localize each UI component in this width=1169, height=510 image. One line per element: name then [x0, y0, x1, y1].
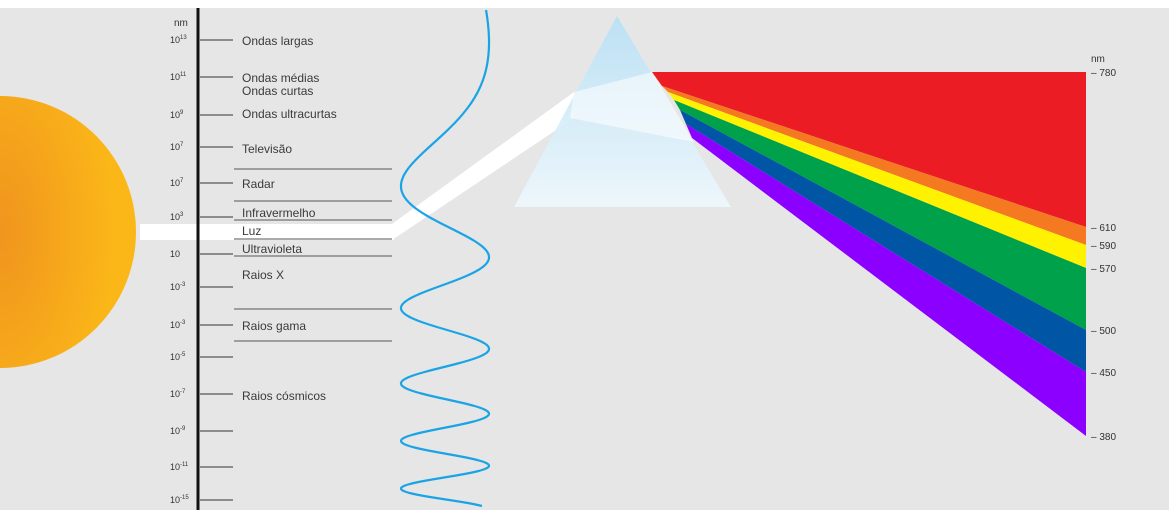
label-infravermelho: Infravermelho	[242, 206, 316, 220]
scale-tick-label: 107	[170, 142, 184, 152]
scale-tick-label: 103	[170, 212, 184, 222]
spectrum-band	[668, 92, 1086, 268]
label-televisao: Televisão	[242, 142, 292, 156]
visible-spectrum-bands	[652, 72, 1086, 436]
spectrum-band	[674, 100, 1086, 330]
label-raios-gama: Raios gama	[242, 319, 306, 333]
wavelength-label: – 380	[1091, 432, 1116, 443]
spectrum-band	[662, 86, 1086, 245]
sun-icon	[0, 96, 136, 368]
label-ondas-largas: Ondas largas	[242, 34, 313, 48]
label-raios-cosmicos: Raios cósmicos	[242, 389, 326, 403]
scale-tick-label: 10-3	[170, 282, 186, 292]
scale-tick-label: 107	[170, 178, 184, 188]
label-radar: Radar	[242, 177, 275, 191]
scale-tick-label: 1011	[170, 72, 187, 82]
spectrum-band	[686, 124, 1086, 436]
visible-unit: nm	[1091, 54, 1105, 65]
wavelength-label: – 590	[1091, 241, 1116, 252]
label-ondas-curtas: Ondas curtas	[242, 84, 313, 98]
label-raios-x: Raios X	[242, 268, 284, 282]
incident-light-beam	[392, 92, 574, 240]
scale-ticks: 1013 1011 109 107 107 103 10 10-3 10-3 10-5 10-7 10…	[170, 35, 233, 505]
wavelength-label: – 570	[1091, 264, 1116, 275]
scale-tick-label: 1013	[170, 35, 187, 45]
wavelength-label: – 610	[1091, 223, 1116, 234]
sun-light-beam	[140, 224, 394, 240]
visible-wavelength-labels: – 780 – 610 – 590 – 570 – 500 – 450 – 380	[1091, 68, 1116, 443]
scale-tick-label: 10	[170, 249, 180, 259]
region-labels: Ondas largas Ondas médias Ondas curtas O…	[242, 34, 337, 403]
label-ondas-medias: Ondas médias	[242, 71, 319, 85]
scale-tick-label: 10-9	[170, 426, 186, 436]
spectrum-band	[680, 110, 1086, 372]
wave-icon	[399, 9, 491, 508]
label-ultravioleta: Ultravioleta	[242, 242, 302, 256]
scale-tick-label: 10-5	[170, 352, 186, 362]
refracted-light-in-prism	[570, 72, 694, 142]
scale-unit: nm	[174, 18, 188, 29]
scale-tick-label: 10-11	[170, 462, 189, 472]
wavelength-label: – 780	[1091, 68, 1116, 79]
scale-tick-label: 10-7	[170, 389, 186, 399]
label-ondas-ultracurtas: Ondas ultracurtas	[242, 107, 337, 121]
spectrum-band	[652, 72, 1086, 227]
scale-tick-label: 10-3	[170, 320, 186, 330]
scale-tick-label: 10-15	[170, 495, 189, 505]
wavelength-label: – 500	[1091, 326, 1116, 337]
region-boundaries	[234, 168, 392, 342]
label-luz: Luz	[242, 224, 261, 238]
wavelength-label: – 450	[1091, 368, 1116, 379]
scale-tick-label: 109	[170, 110, 184, 120]
